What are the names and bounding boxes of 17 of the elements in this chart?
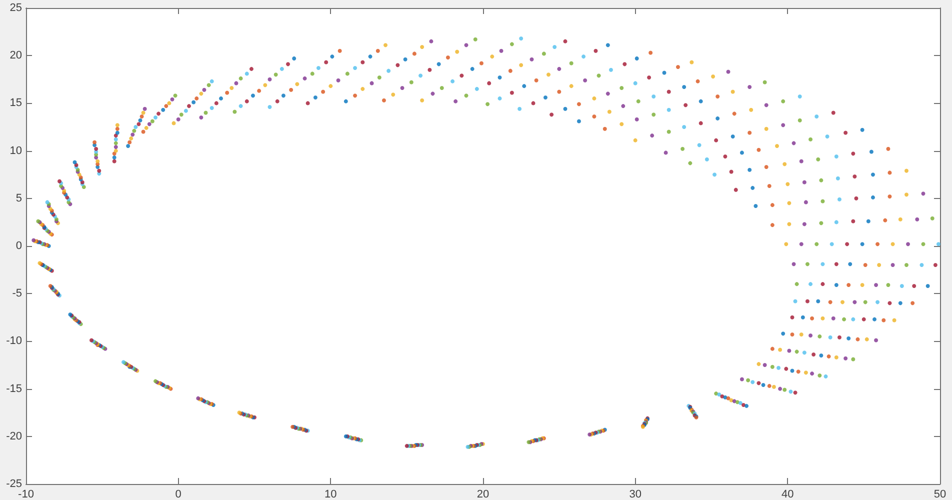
y-tick-label: -20	[6, 430, 22, 442]
x-tick-label: 30	[629, 488, 642, 500]
y-tick-label: 5	[16, 192, 22, 204]
y-tick-label: -15	[6, 382, 22, 395]
x-tick-label: 0	[175, 488, 182, 500]
x-tick-label: 20	[476, 488, 490, 500]
y-tick-label: 10	[10, 144, 22, 157]
y-tick-label: 25	[10, 2, 22, 14]
x-tick-label: 50	[934, 488, 946, 500]
y-tick-label: 15	[10, 97, 22, 110]
y-tick-label: -5	[12, 288, 22, 300]
y-tick-label: 0	[16, 240, 22, 252]
y-tick-label: 20	[10, 50, 22, 62]
y-tick-label: -10	[6, 335, 22, 348]
x-tick-label: 10	[324, 488, 337, 500]
y-tick-label: -25	[6, 478, 22, 490]
x-tick-label: 40	[782, 488, 794, 500]
